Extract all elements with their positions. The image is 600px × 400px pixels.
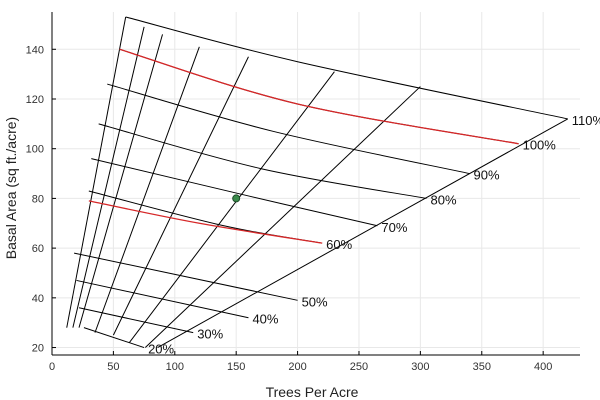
curve-label: 80% [431, 192, 457, 207]
x-tick-label: 50 [107, 361, 119, 373]
stocking-curve [107, 83, 470, 175]
y-axis-title: Basal Area (sq ft./acre) [3, 117, 19, 259]
grid-lines [51, 12, 580, 355]
curve-label: 100% [523, 138, 557, 153]
stocking-curve [91, 158, 378, 227]
y-tick-label: 20 [32, 343, 44, 355]
size-line [66, 16, 127, 328]
x-tick-label: 100 [166, 361, 184, 373]
size-line [157, 118, 568, 348]
curve-label: 110% [572, 113, 600, 128]
x-axis-title: Trees Per Acre [266, 384, 359, 400]
y-tick-label: 80 [32, 193, 44, 205]
stocking-curve [73, 252, 298, 301]
y-tick-label: 40 [32, 293, 44, 305]
curve-labels: 20% 30% 40% 50% 60% 70% 80% 90% 100% 110% [148, 113, 600, 357]
x-tick-label: 300 [411, 361, 429, 373]
y-tick-label: 100 [26, 144, 44, 156]
size-line [78, 34, 163, 328]
curve-label: 50% [302, 294, 328, 309]
x-tick-label: 200 [288, 361, 306, 373]
curve-label: 90% [473, 168, 499, 183]
y-tick-label: 60 [32, 243, 44, 255]
size-line [128, 71, 335, 343]
size-lines [66, 16, 568, 348]
size-line [112, 56, 249, 336]
y-tick-label: 140 [26, 44, 44, 56]
curve-label: 40% [252, 312, 278, 327]
x-tick-label: 350 [473, 361, 491, 373]
x-tick-label: 400 [534, 361, 552, 373]
size-line [144, 86, 421, 348]
x-tick-label: 150 [227, 361, 245, 373]
y-tick-label: 120 [26, 94, 44, 106]
stocking-curve [125, 16, 568, 120]
stocking-curve [78, 307, 194, 334]
size-line [72, 26, 145, 328]
highlight-curve [119, 48, 519, 145]
x-tick-label: 0 [49, 361, 55, 373]
curve-label: 70% [381, 220, 407, 235]
highlight-curve [88, 200, 323, 244]
highlight-curves [88, 48, 519, 244]
data-point-marker [232, 194, 241, 203]
marker-layer [232, 194, 241, 203]
tick-labels: 0 50 100 150 200 250 300 350 400 20 40 60 80 100 120 14… [26, 44, 553, 373]
x-tick-label: 250 [350, 361, 368, 373]
curve-label: 60% [326, 237, 352, 252]
curve-label: 30% [197, 327, 223, 342]
curve-label: 20% [148, 342, 174, 357]
axes [51, 12, 580, 356]
size-line [94, 46, 200, 333]
stocking-curve [83, 327, 145, 349]
